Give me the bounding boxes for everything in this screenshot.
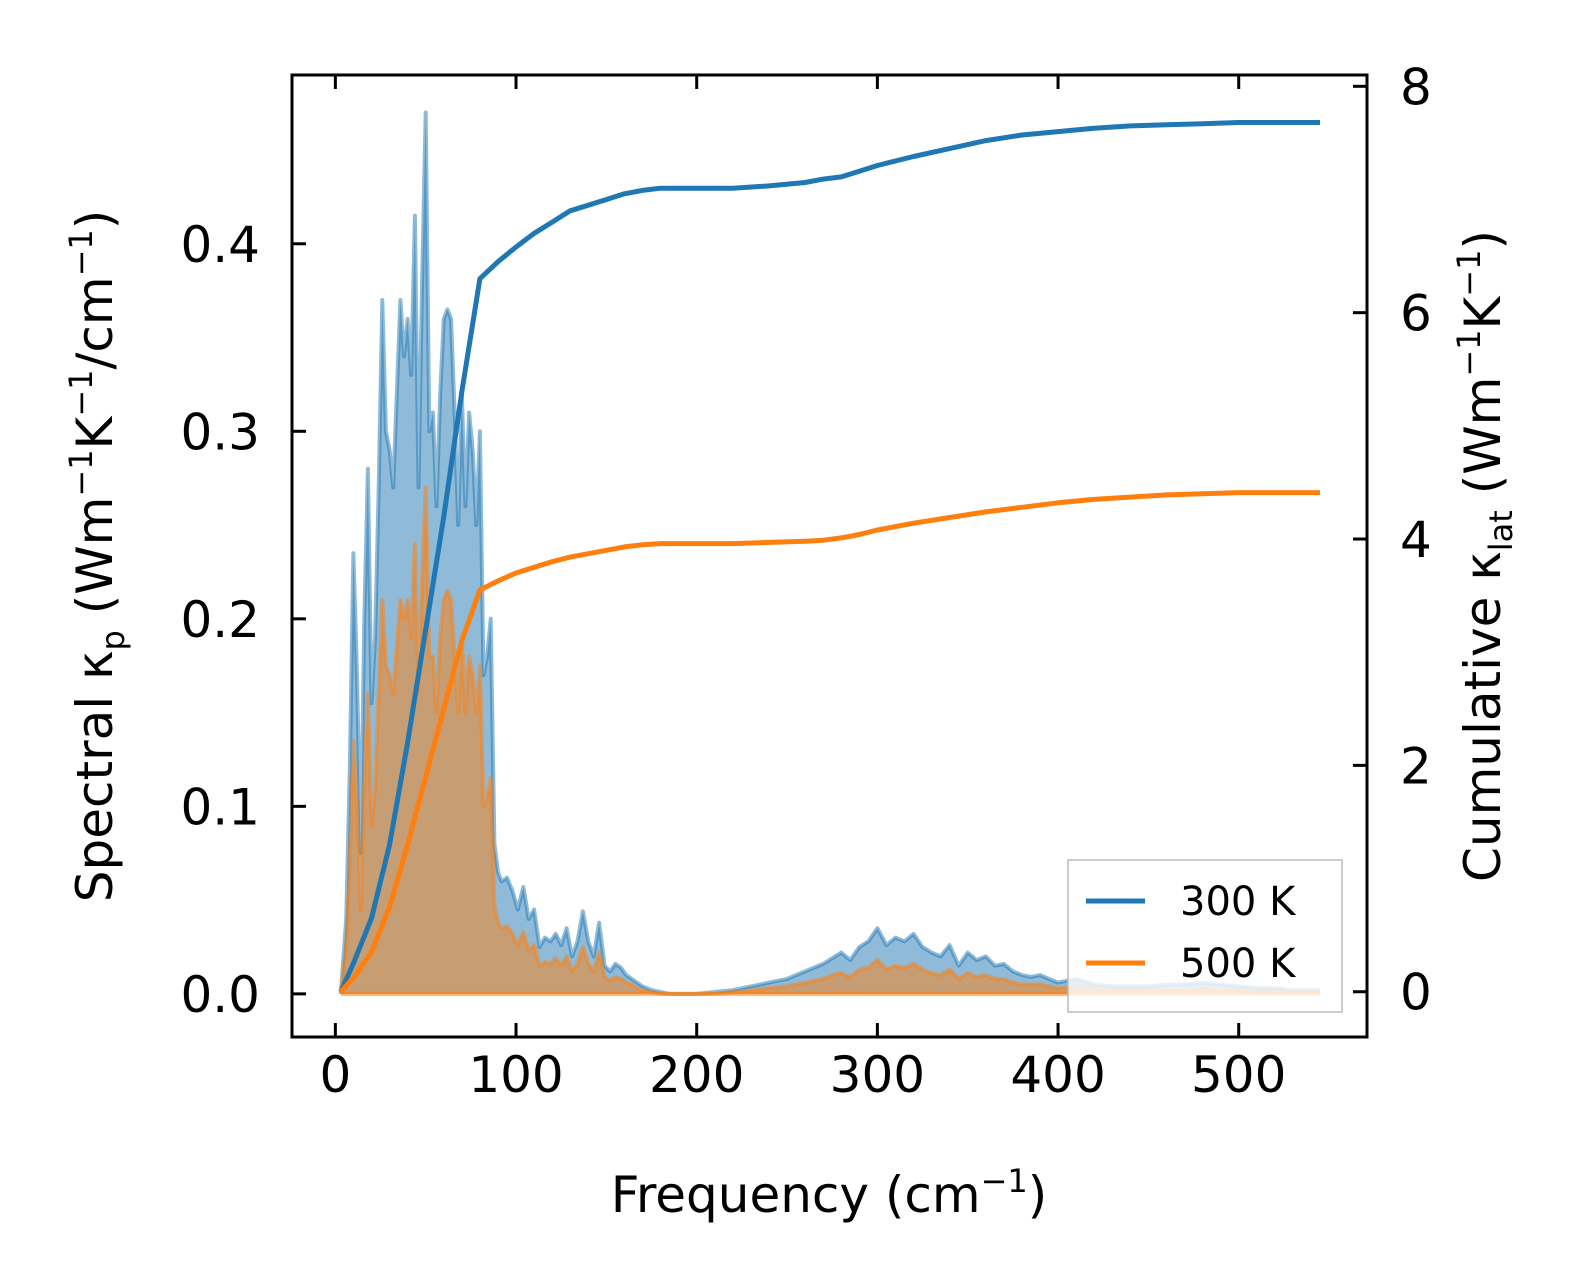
legend-label-500k: 500 K — [1180, 941, 1297, 987]
y-right-tick-label: 4 — [1400, 511, 1432, 569]
cumulative-300k-line — [338, 120, 1320, 993]
y-right-tick-label: 0 — [1400, 964, 1432, 1022]
legend: 300 K 500 K — [1067, 859, 1343, 1013]
y-left-tick-label: 0.1 — [180, 778, 260, 836]
spectral-500k-line — [338, 485, 1320, 996]
x-tick-label: 500 — [1191, 1046, 1286, 1104]
x-axis-label: Frequency (cm−1) — [611, 1162, 1048, 1224]
legend-label-300k: 300 K — [1180, 879, 1297, 925]
y-left-tick-label: 0.0 — [180, 966, 260, 1024]
y-right-tick-label: 2 — [1400, 737, 1432, 795]
cumulative-500k-line — [338, 490, 1320, 994]
x-tick-label: 0 — [319, 1046, 351, 1104]
plot-marks — [338, 110, 1321, 996]
spectral-500k-area — [340, 487, 1320, 994]
legend-box — [1067, 859, 1343, 1013]
y-axis-right-label: Cumulative κlat (Wm−1K−1) — [1450, 230, 1520, 882]
y-axis-left-label: Spectral κp (Wm−1K−1/cm−1) — [62, 210, 132, 903]
spectral-300k-line — [338, 110, 1320, 996]
y-left-tick-label: 0.4 — [180, 216, 260, 274]
y-left-tick-label: 0.3 — [180, 403, 260, 461]
y-right-tick-label: 8 — [1400, 58, 1432, 116]
y-right-tick-label: 6 — [1400, 285, 1432, 343]
x-tick-label: 300 — [830, 1046, 925, 1104]
x-tick-label: 200 — [649, 1046, 744, 1104]
axis-ticks: 0 100 200 300 400 500 0.0 0.1 0.2 0.3 0.4 0 2 4 6 8 — [180, 58, 1431, 1104]
y-left-tick-label: 0.2 — [180, 591, 260, 649]
x-tick-label: 100 — [468, 1046, 563, 1104]
plot-frame — [290, 73, 1369, 1039]
x-tick-label: 400 — [1010, 1046, 1105, 1104]
